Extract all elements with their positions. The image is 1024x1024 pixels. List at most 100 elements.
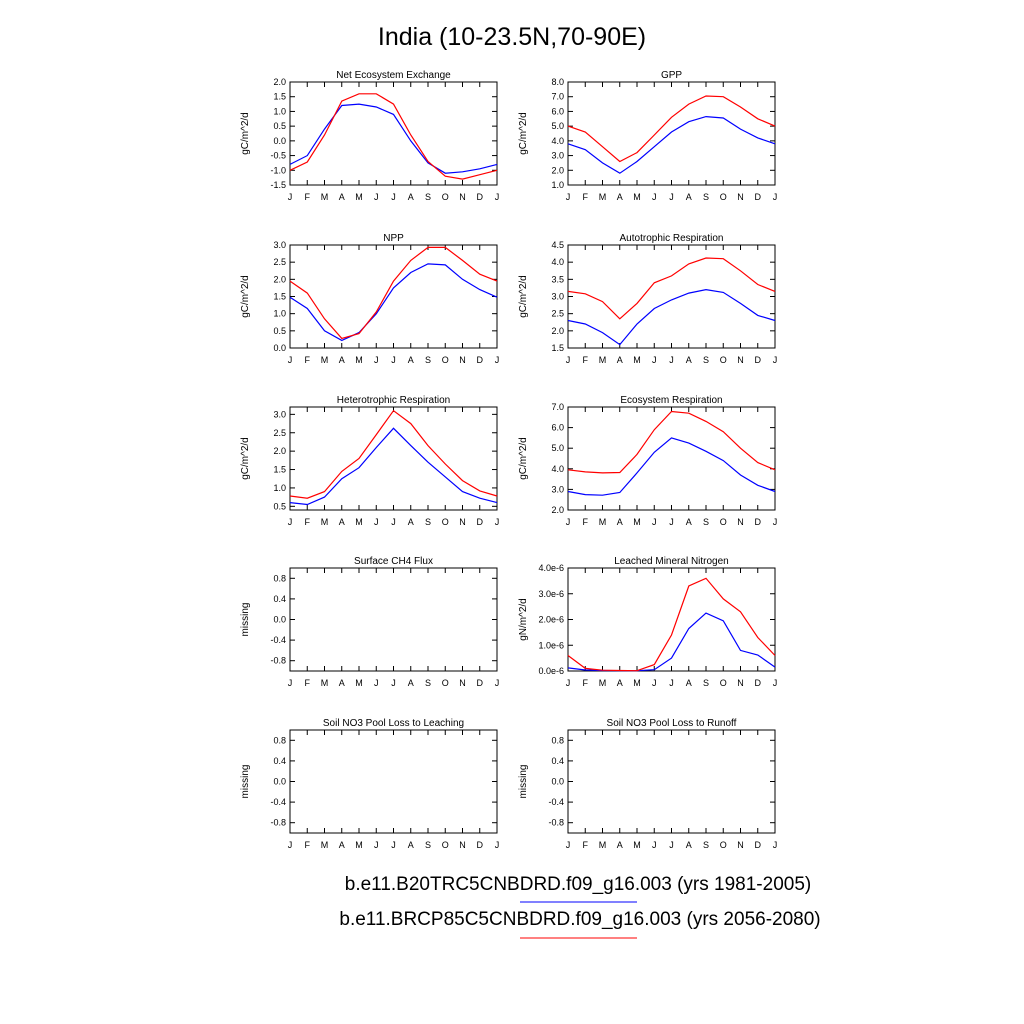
x-tick-label: F: [583, 517, 589, 527]
plot-frame: [289, 244, 498, 349]
x-tick-label: J: [288, 355, 293, 365]
y-tick-label: 7.0: [551, 92, 564, 102]
x-tick-label: J: [495, 840, 500, 850]
x-tick-label: M: [633, 192, 641, 202]
x-tick-label: D: [755, 840, 762, 850]
y-tick-label: 2.0: [273, 446, 286, 456]
x-tick-label: S: [703, 840, 709, 850]
y-tick-label: -0.8: [270, 656, 286, 666]
x-tick-label: O: [442, 355, 449, 365]
plot-frame: [567, 729, 776, 834]
x-tick-label: N: [459, 840, 466, 850]
y-tick-label: 4.0: [551, 136, 564, 146]
y-axis-label: missing: [240, 765, 251, 799]
x-tick-label: F: [305, 192, 311, 202]
x-tick-label: O: [720, 517, 727, 527]
plot-frame: [567, 567, 776, 672]
series-line-1: [289, 427, 498, 506]
y-tick-label: 3.0: [551, 484, 564, 494]
y-tick-label: 1.5: [273, 465, 286, 475]
x-tick-label: D: [477, 840, 484, 850]
x-tick-label: O: [442, 192, 449, 202]
x-tick-label: A: [408, 355, 414, 365]
x-tick-label: F: [305, 678, 311, 688]
x-tick-label: J: [566, 678, 571, 688]
series-line-1: [567, 115, 776, 174]
x-tick-label: F: [583, 192, 589, 202]
x-tick-label: J: [391, 517, 396, 527]
y-tick-label: 2.0: [551, 505, 564, 515]
x-tick-label: M: [321, 192, 329, 202]
x-tick-label: A: [686, 192, 692, 202]
x-tick-label: S: [425, 678, 431, 688]
x-tick-label: A: [339, 840, 345, 850]
panel-title: Soil NO3 Pool Loss to Runoff: [607, 718, 737, 729]
y-tick-label: 0.8: [273, 573, 286, 583]
x-tick-label: F: [583, 840, 589, 850]
y-tick-label: 3.0e-6: [538, 589, 564, 599]
y-tick-label: 1.0: [273, 483, 286, 493]
x-tick-label: M: [355, 840, 363, 850]
x-tick-label: J: [495, 678, 500, 688]
y-tick-label: 4.0e-6: [538, 563, 564, 573]
y-tick-label: 0.0: [551, 777, 564, 787]
y-tick-label: 0.5: [273, 501, 286, 511]
x-tick-label: J: [566, 517, 571, 527]
y-tick-label: 0.0: [273, 615, 286, 625]
y-tick-label: 7.0: [551, 402, 564, 412]
plot-frame: [567, 244, 776, 349]
y-tick-label: 0.8: [551, 735, 564, 745]
y-tick-label: 3.0: [551, 292, 564, 302]
plot-frame: [289, 567, 498, 672]
x-tick-label: A: [339, 517, 345, 527]
x-tick-label: N: [459, 355, 466, 365]
x-tick-label: J: [669, 678, 674, 688]
x-tick-label: J: [669, 192, 674, 202]
x-tick-label: F: [583, 678, 589, 688]
panel-title: GPP: [661, 70, 682, 81]
x-tick-label: A: [686, 840, 692, 850]
x-tick-label: M: [321, 517, 329, 527]
panel-title: Leached Mineral Nitrogen: [614, 556, 729, 567]
x-tick-label: J: [773, 355, 778, 365]
x-tick-label: A: [617, 678, 623, 688]
x-tick-label: J: [652, 192, 657, 202]
x-tick-label: J: [652, 678, 657, 688]
x-tick-label: O: [442, 678, 449, 688]
x-tick-label: S: [703, 517, 709, 527]
x-tick-label: J: [669, 517, 674, 527]
y-tick-label: 0.4: [273, 756, 286, 766]
x-tick-label: A: [408, 678, 414, 688]
x-tick-label: D: [477, 678, 484, 688]
x-tick-label: J: [773, 192, 778, 202]
panel-title: Autotrophic Respiration: [620, 233, 724, 244]
plot-frame: [289, 406, 498, 511]
x-tick-label: D: [755, 355, 762, 365]
x-tick-label: A: [339, 678, 345, 688]
x-tick-label: J: [288, 840, 293, 850]
x-tick-label: N: [737, 840, 744, 850]
x-tick-label: D: [755, 678, 762, 688]
legend-label-2: b.e11.BRCP85C5CNBDRD.f09_g16.003 (yrs 20…: [339, 909, 820, 930]
x-tick-label: O: [720, 355, 727, 365]
figure-title: India (10-23.5N,70-90E): [378, 23, 646, 51]
x-tick-label: J: [495, 355, 500, 365]
x-tick-label: D: [477, 355, 484, 365]
x-tick-label: A: [408, 192, 414, 202]
x-tick-label: N: [459, 192, 466, 202]
series-line-2: [289, 409, 498, 499]
x-tick-label: S: [703, 678, 709, 688]
x-tick-label: S: [425, 355, 431, 365]
x-tick-label: S: [425, 517, 431, 527]
x-tick-label: O: [442, 517, 449, 527]
x-tick-label: F: [305, 355, 311, 365]
x-tick-label: S: [703, 355, 709, 365]
x-tick-label: M: [321, 840, 329, 850]
y-axis-label: gC/m^2/d: [518, 437, 529, 480]
